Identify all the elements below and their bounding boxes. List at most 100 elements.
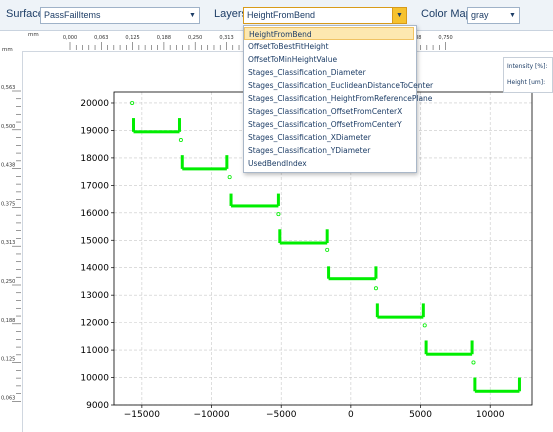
surface-select-value: PassFailItems bbox=[44, 10, 101, 20]
step-left-edge bbox=[278, 229, 282, 244]
step-plateau bbox=[474, 389, 520, 393]
top-ruler-label: 0,063 bbox=[94, 35, 108, 41]
step-right-edge bbox=[517, 377, 521, 392]
step-series bbox=[132, 118, 181, 134]
left-ruler-label: 0,375 bbox=[1, 201, 15, 207]
step-series bbox=[278, 229, 329, 245]
x-tick-label: 5000 bbox=[409, 410, 432, 420]
data-point bbox=[130, 100, 135, 105]
top-ruler-label: 0,750 bbox=[438, 35, 452, 41]
step-plateau bbox=[133, 130, 180, 134]
left-ruler-ticks: 0,563 0,500 0,438 0,375 0,313 0,250 0,188 0,125… bbox=[1, 85, 21, 402]
step-series bbox=[180, 155, 229, 171]
step-plateau bbox=[182, 167, 227, 171]
data-point bbox=[373, 286, 378, 291]
ruler-unit-top: mm bbox=[28, 32, 39, 38]
left-ruler-label: 0,125 bbox=[1, 357, 15, 363]
x-tick-label: −15000 bbox=[124, 410, 160, 420]
layer-option-ydiameter[interactable]: Stages_Classification_YDiameter bbox=[248, 146, 371, 155]
y-tick-label: 19000 bbox=[80, 126, 109, 136]
layer-option-diameter[interactable]: Stages_Classification_Diameter bbox=[248, 68, 366, 77]
step-series bbox=[327, 266, 378, 281]
y-tick-label: 14000 bbox=[80, 264, 109, 274]
x-tick-label: −5000 bbox=[266, 410, 297, 420]
top-ruler-label: 0,000 bbox=[63, 35, 77, 41]
step-left-edge bbox=[229, 193, 233, 206]
step-series bbox=[473, 377, 521, 393]
chevron-down-icon[interactable]: ▼ bbox=[189, 12, 196, 19]
chevron-down-icon[interactable]: ▼ bbox=[392, 8, 406, 23]
step-right-edge bbox=[470, 340, 474, 355]
layer-option-offset-from-center-y[interactable]: Stages_Classification_OffsetFromCenterY bbox=[248, 120, 402, 129]
top-ruler-label: 0,313 bbox=[219, 35, 233, 41]
intensity-label: Intensity [%]: bbox=[507, 63, 548, 70]
step-left-edge bbox=[132, 118, 136, 132]
step-right-edge bbox=[276, 193, 280, 206]
data-point bbox=[178, 138, 183, 143]
data-point bbox=[422, 323, 427, 328]
chevron-down-icon[interactable]: ▼ bbox=[509, 12, 516, 19]
y-tick-label: 10000 bbox=[80, 374, 109, 384]
top-ruler-label: 0,125 bbox=[125, 35, 139, 41]
layers-select-value: HeightFromBend bbox=[247, 10, 316, 20]
data-point bbox=[325, 247, 330, 252]
step-plateau bbox=[377, 315, 424, 319]
step-series bbox=[229, 193, 280, 208]
step-plateau bbox=[231, 204, 279, 208]
left-ruler-label: 0,438 bbox=[1, 163, 15, 169]
layer-option-heightfrombend[interactable]: HeightFromBend bbox=[244, 27, 414, 40]
layer-option-height-from-reference-plane[interactable]: Stages_Classification_HeightFromReferenc… bbox=[248, 94, 433, 103]
step-series bbox=[424, 340, 474, 356]
y-tick-label: 12000 bbox=[80, 319, 109, 329]
left-ruler-label: 0,250 bbox=[1, 279, 15, 285]
top-ruler-label: 0,250 bbox=[188, 35, 202, 41]
step-left-edge bbox=[424, 340, 428, 355]
surface-select[interactable]: PassFailItems ▼ bbox=[40, 7, 200, 24]
layer-option-offsettobestfitheight[interactable]: OffsetToBestFitHeight bbox=[248, 42, 329, 51]
step-plateau bbox=[328, 277, 376, 281]
left-ruler-label: 0,563 bbox=[1, 85, 15, 91]
y-tick-label: 16000 bbox=[80, 209, 109, 219]
step-right-edge bbox=[225, 155, 229, 169]
y-tick-label: 20000 bbox=[80, 99, 109, 109]
step-right-edge bbox=[325, 229, 329, 244]
x-tick-label: 0 bbox=[348, 410, 354, 420]
left-ruler-label: 0,063 bbox=[1, 395, 15, 401]
data-point bbox=[471, 360, 476, 365]
surface-label: Surface bbox=[6, 8, 44, 20]
data-point bbox=[276, 212, 281, 217]
layer-option-euclidean-distance[interactable]: Stages_Classification_EuclideanDistanceT… bbox=[248, 81, 434, 90]
y-tick-label: 9000 bbox=[86, 401, 109, 411]
layer-option-xdiameter[interactable]: Stages_Classification_XDiameter bbox=[248, 133, 371, 142]
step-series bbox=[375, 303, 425, 319]
left-ruler: mm 0,563 0,500 0,438 0,375 0,313 0,250 0,188 0,… bbox=[0, 47, 23, 432]
step-left-edge bbox=[327, 266, 331, 279]
x-tick-label: 10000 bbox=[476, 410, 505, 420]
step-right-edge bbox=[374, 266, 378, 279]
colormap-select[interactable]: gray ▼ bbox=[467, 7, 520, 24]
y-tick-label: 18000 bbox=[80, 154, 109, 164]
step-right-edge bbox=[421, 303, 425, 318]
y-tick-label: 13000 bbox=[80, 291, 109, 301]
layer-option-usedbendindex[interactable]: UsedBendIndex bbox=[248, 159, 307, 168]
x-tick-label: −10000 bbox=[193, 410, 229, 420]
step-left-edge bbox=[180, 155, 184, 169]
ruler-unit-left: mm bbox=[2, 47, 13, 53]
step-plateau bbox=[426, 352, 473, 356]
top-ruler-label: 0,188 bbox=[157, 35, 171, 41]
toolbar: Surface PassFailItems ▼ Layers HeightFro… bbox=[0, 0, 553, 31]
layer-option-offset-from-center-x[interactable]: Stages_Classification_OffsetFromCenterX bbox=[248, 107, 403, 116]
layers-dropdown-list: HeightFromBend OffsetToBestFitHeight Off… bbox=[243, 25, 434, 173]
y-tick-label: 17000 bbox=[80, 181, 109, 191]
value-readout-panel: Intensity [%]: Height [um]: bbox=[503, 57, 553, 93]
step-left-edge bbox=[473, 377, 477, 392]
layers-select[interactable]: HeightFromBend ▼ bbox=[243, 7, 407, 24]
colormap-select-value: gray bbox=[471, 10, 489, 20]
height-label: Height [um]: bbox=[507, 79, 546, 86]
colormap-label: Color Map bbox=[421, 8, 472, 20]
left-ruler-label: 0,313 bbox=[1, 240, 15, 246]
left-ruler-label: 0,188 bbox=[1, 318, 15, 324]
layer-option-offsettominheightvalue[interactable]: OffsetToMinHeightValue bbox=[248, 55, 338, 64]
y-tick-label: 15000 bbox=[80, 236, 109, 246]
y-tick-label: 11000 bbox=[80, 346, 109, 356]
